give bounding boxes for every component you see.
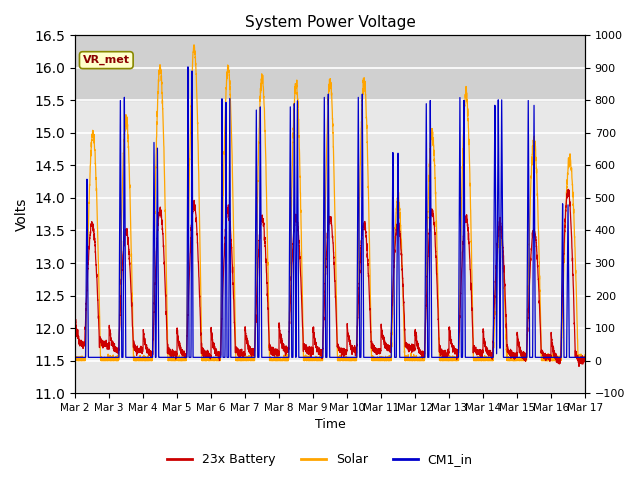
Title: System Power Voltage: System Power Voltage [244,15,415,30]
X-axis label: Time: Time [315,419,346,432]
Bar [75,36,585,100]
Legend: 23x Battery, Solar, CM1_in: 23x Battery, Solar, CM1_in [163,448,477,471]
Text: VR_met: VR_met [83,55,130,65]
Y-axis label: Volts: Volts [15,198,29,231]
